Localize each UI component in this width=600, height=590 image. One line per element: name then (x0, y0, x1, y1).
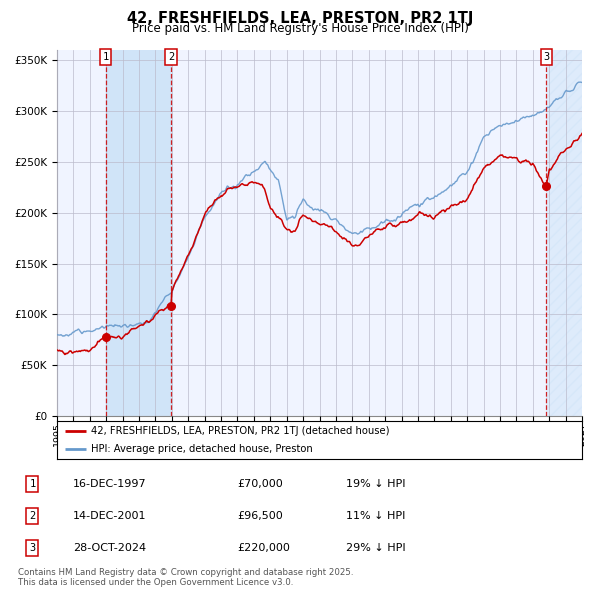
Text: £70,000: £70,000 (237, 479, 283, 489)
Text: £220,000: £220,000 (237, 543, 290, 553)
Text: 1: 1 (103, 52, 109, 62)
Text: 29% ↓ HPI: 29% ↓ HPI (346, 543, 406, 553)
Text: 3: 3 (543, 52, 550, 62)
Text: 1: 1 (29, 479, 35, 489)
Text: HPI: Average price, detached house, Preston: HPI: Average price, detached house, Pres… (91, 444, 313, 454)
Text: Price paid vs. HM Land Registry's House Price Index (HPI): Price paid vs. HM Land Registry's House … (131, 22, 469, 35)
Bar (546, 50, 582, 416)
Text: 16-DEC-1997: 16-DEC-1997 (73, 479, 146, 489)
Text: 42, FRESHFIELDS, LEA, PRESTON, PR2 1TJ (detached house): 42, FRESHFIELDS, LEA, PRESTON, PR2 1TJ (… (91, 426, 389, 436)
Text: 11% ↓ HPI: 11% ↓ HPI (346, 511, 406, 521)
Bar (106, 50, 171, 416)
Text: 2: 2 (168, 52, 174, 62)
Text: £96,500: £96,500 (237, 511, 283, 521)
Text: 3: 3 (29, 543, 35, 553)
Text: 2: 2 (29, 511, 35, 521)
Text: 14-DEC-2001: 14-DEC-2001 (73, 511, 146, 521)
Text: 19% ↓ HPI: 19% ↓ HPI (346, 479, 406, 489)
Text: Contains HM Land Registry data © Crown copyright and database right 2025.
This d: Contains HM Land Registry data © Crown c… (18, 568, 353, 587)
Text: 42, FRESHFIELDS, LEA, PRESTON, PR2 1TJ: 42, FRESHFIELDS, LEA, PRESTON, PR2 1TJ (127, 11, 473, 25)
Text: 28-OCT-2024: 28-OCT-2024 (73, 543, 146, 553)
